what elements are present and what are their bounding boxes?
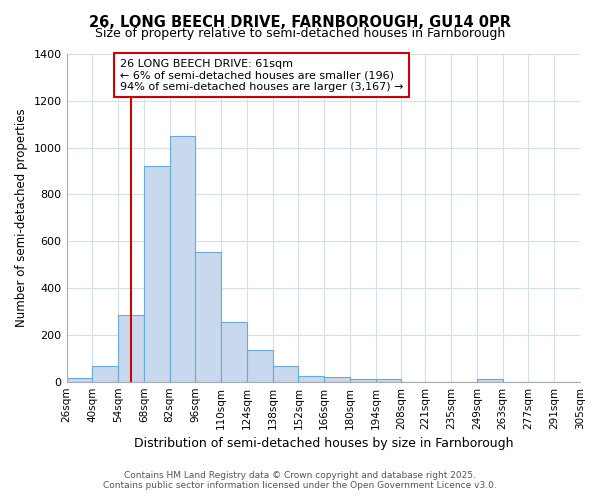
Bar [272, 366, 298, 382]
Bar [170, 136, 196, 382]
Text: 26 LONG BEECH DRIVE: 61sqm
← 6% of semi-detached houses are smaller (196)
94% of: 26 LONG BEECH DRIVE: 61sqm ← 6% of semi-… [120, 58, 403, 92]
Bar [324, 377, 350, 382]
Bar [350, 380, 376, 382]
Y-axis label: Number of semi-detached properties: Number of semi-detached properties [15, 108, 28, 327]
Bar [477, 380, 503, 382]
Bar [376, 380, 401, 382]
Bar [92, 366, 118, 382]
Bar [144, 166, 170, 382]
Bar [298, 376, 324, 382]
Bar [247, 350, 272, 382]
X-axis label: Distribution of semi-detached houses by size in Farnborough: Distribution of semi-detached houses by … [134, 437, 513, 450]
Bar [67, 378, 92, 382]
Bar [118, 315, 144, 382]
Text: Contains HM Land Registry data © Crown copyright and database right 2025.
Contai: Contains HM Land Registry data © Crown c… [103, 470, 497, 490]
Bar [196, 252, 221, 382]
Text: 26, LONG BEECH DRIVE, FARNBOROUGH, GU14 0PR: 26, LONG BEECH DRIVE, FARNBOROUGH, GU14 … [89, 15, 511, 30]
Bar [221, 322, 247, 382]
Text: Size of property relative to semi-detached houses in Farnborough: Size of property relative to semi-detach… [95, 28, 505, 40]
